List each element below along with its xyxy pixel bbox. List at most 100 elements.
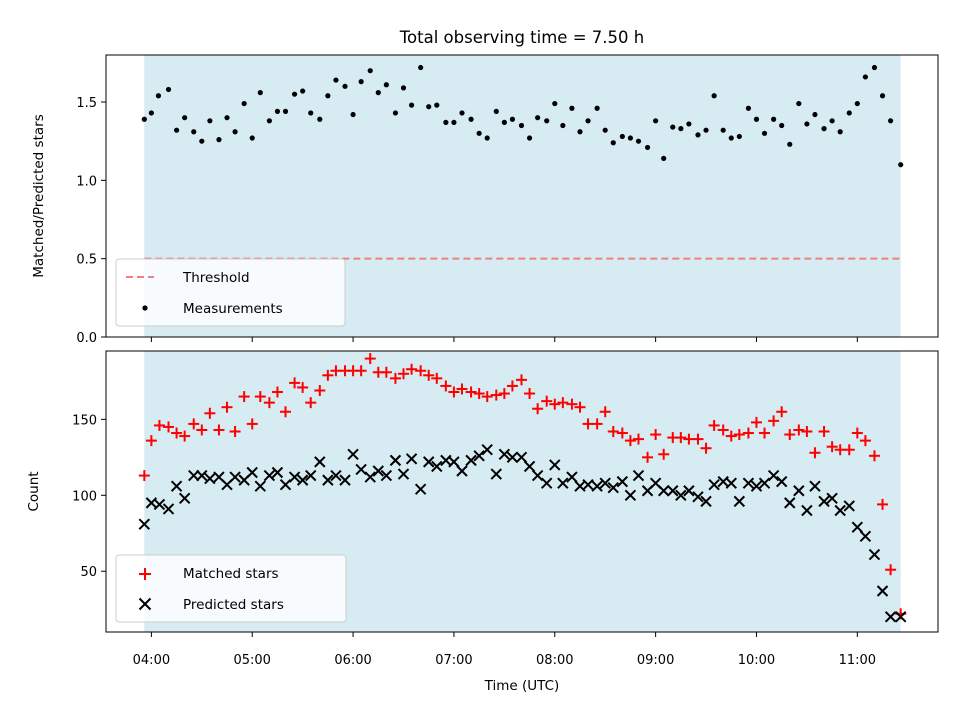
matched-star-point [885, 564, 897, 576]
measurement-point [509, 116, 516, 122]
measurement-point [443, 119, 449, 125]
matched-star-point [549, 398, 561, 410]
matched-star-point [717, 424, 729, 436]
matched-star-point [557, 397, 569, 409]
measurement-point [661, 155, 667, 161]
matched-star-point [843, 444, 855, 456]
predicted-legend-marker [138, 597, 152, 611]
predicted-star-point [750, 480, 763, 492]
measurement-point [862, 74, 868, 80]
measurement-point [426, 104, 432, 110]
predicted-star-point [305, 469, 317, 482]
measurement-point [771, 116, 777, 122]
predicted-star-point [675, 489, 687, 502]
matched-star-point [297, 381, 309, 393]
predicted-star-point [868, 548, 881, 561]
measurement-point [753, 116, 760, 122]
measurement-point [736, 133, 742, 140]
predicted-star-point [431, 460, 443, 473]
measurement-point [526, 135, 533, 141]
matched-star-point [809, 447, 821, 459]
matched-star-point [524, 388, 536, 400]
measurement-point [191, 129, 197, 135]
matched-star-point [700, 442, 712, 454]
measurement-point [812, 111, 818, 118]
predicted-star-point [448, 456, 460, 468]
measurement-point [418, 64, 424, 71]
matched-star-point [456, 383, 468, 395]
measurement-point [342, 83, 348, 89]
figure-title: Total observing time = 7.50 h [399, 28, 644, 47]
predicted-star-point [389, 454, 402, 467]
matched-star-point [145, 435, 157, 447]
matched-star-point [138, 470, 150, 482]
matched-star-point [616, 427, 628, 439]
measurements-legend-label: Measurements [183, 301, 283, 317]
measurement-point [829, 118, 835, 124]
measurement-point [392, 110, 399, 116]
predicted-star-point [481, 444, 493, 456]
matched-star-point [415, 365, 427, 377]
matched-star-point [642, 451, 654, 463]
x-tick-label: 11:00 [839, 653, 876, 668]
predicted-star-point [742, 477, 755, 489]
matched-star-point [153, 419, 165, 431]
matched-star-point [692, 433, 704, 445]
predicted-star-point [876, 585, 889, 597]
measurement-point [165, 86, 172, 93]
predicted-star-point [826, 492, 838, 505]
matched-star-point [305, 397, 317, 409]
predicted-star-point [178, 492, 191, 505]
matched-star-point [532, 403, 544, 415]
measurement-point [358, 79, 364, 85]
ratio-y-ticks: 0.0 0.5 1.0 1.5 [76, 96, 106, 346]
matched-star-point [473, 388, 485, 400]
count-axes-frame [105, 350, 939, 633]
measurement-point [199, 138, 205, 144]
matched-star-point [238, 391, 250, 403]
measurement-point [686, 121, 692, 127]
matched-star-point [406, 363, 418, 375]
predicted-star-point [296, 474, 309, 486]
matched-star-point [263, 397, 275, 409]
predicted-star-point [700, 495, 712, 508]
measurement-point [619, 133, 625, 140]
matched-star-point [465, 386, 477, 398]
y-tick-label: 150 [72, 413, 97, 428]
matched-star-point [541, 395, 553, 407]
measurement-point [375, 90, 381, 96]
measurement-point [635, 138, 642, 144]
predicted-star-point [405, 453, 418, 465]
predicted-star-point [330, 469, 342, 482]
measurement-point [518, 122, 525, 129]
x-tick-label: 08:00 [536, 653, 573, 668]
predicted-star-point [541, 477, 553, 489]
measurement-point [291, 91, 298, 97]
predicted-star-point [515, 451, 528, 464]
x-tick-label: 07:00 [435, 653, 472, 668]
matched-star-point [759, 427, 771, 439]
predicted-star-point [347, 448, 359, 460]
time-x-axis-label: Time (UTC) [484, 678, 560, 694]
predicted-star-point [683, 485, 695, 497]
matched-star-point [271, 386, 283, 398]
matched-star-point [280, 406, 292, 418]
matched-star-point [801, 426, 813, 438]
predicted-star-point [456, 465, 468, 477]
predicted-star-point [254, 480, 267, 492]
y-tick-label: 1.5 [76, 96, 97, 111]
measurement-point [560, 122, 566, 129]
measurement-point [241, 100, 247, 107]
predicted-star-point [632, 469, 645, 482]
measurement-point [670, 124, 676, 130]
measurement-point [308, 110, 314, 116]
predicted-star-point [591, 480, 603, 492]
x-tick-label: 05:00 [233, 653, 270, 668]
x-tick-label: 06:00 [334, 653, 371, 668]
matched-legend-label: Matched stars [183, 566, 279, 582]
measurement-point [535, 115, 541, 121]
measurement-point [703, 127, 709, 133]
measurement-point [274, 108, 281, 114]
predicted-star-point [801, 504, 813, 517]
matched-star-point [733, 429, 745, 441]
